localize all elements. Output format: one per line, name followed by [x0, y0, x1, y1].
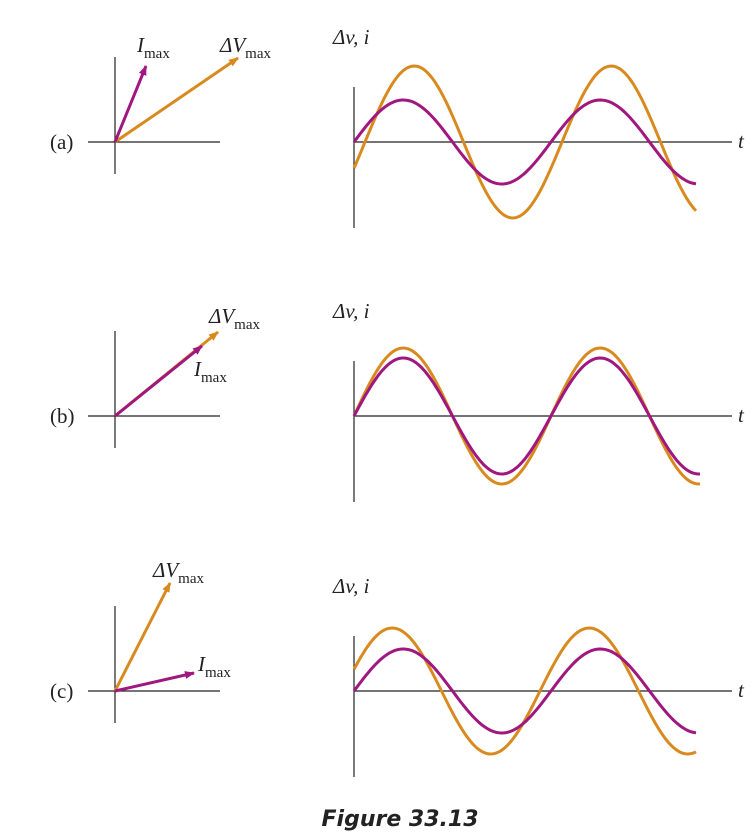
current-label: Imax [193, 357, 227, 386]
voltage-label-subscript: max [245, 46, 271, 62]
current-phasor [113, 65, 148, 143]
voltage-label-symbol: ΔV [208, 304, 236, 328]
current-wave [352, 98, 697, 186]
voltage-phasor [113, 582, 172, 692]
voltage-label-symbol: ΔV [152, 558, 180, 582]
axis-label: Δv, i [332, 299, 370, 323]
voltage-wave [352, 64, 698, 220]
current-label: Imax [197, 652, 231, 681]
axis-label: Δv, i [332, 574, 370, 598]
current-phasor [114, 344, 203, 418]
current-label-symbol: I [136, 33, 145, 57]
panel-label: (c) [50, 679, 73, 703]
caption: Figure 33.13 [322, 807, 479, 832]
panel-label: (a) [50, 130, 73, 154]
voltage-label-subscript: max [234, 317, 260, 333]
panel-label: (b) [50, 404, 75, 428]
voltage-label: ΔVmax [152, 558, 204, 587]
current-label: Imax [136, 33, 170, 62]
time-label: t [738, 678, 745, 702]
current-wave [352, 647, 697, 735]
voltage-label-symbol: ΔV [219, 33, 247, 57]
current-label-symbol: I [197, 652, 206, 676]
current-label-subscript: max [201, 370, 227, 386]
current-label-symbol: I [193, 357, 202, 381]
voltage-phasor [114, 56, 239, 144]
voltage-label: ΔVmax [219, 33, 271, 62]
voltage-label: ΔVmax [208, 304, 260, 333]
time-label: t [738, 403, 745, 427]
time-label: t [738, 129, 745, 153]
current-label-subscript: max [205, 665, 231, 681]
current-wave [352, 356, 700, 476]
current-label-subscript: max [144, 46, 170, 62]
axis-label: Δv, i [332, 25, 370, 49]
voltage-label-subscript: max [178, 571, 204, 587]
current-phasor [114, 671, 195, 693]
